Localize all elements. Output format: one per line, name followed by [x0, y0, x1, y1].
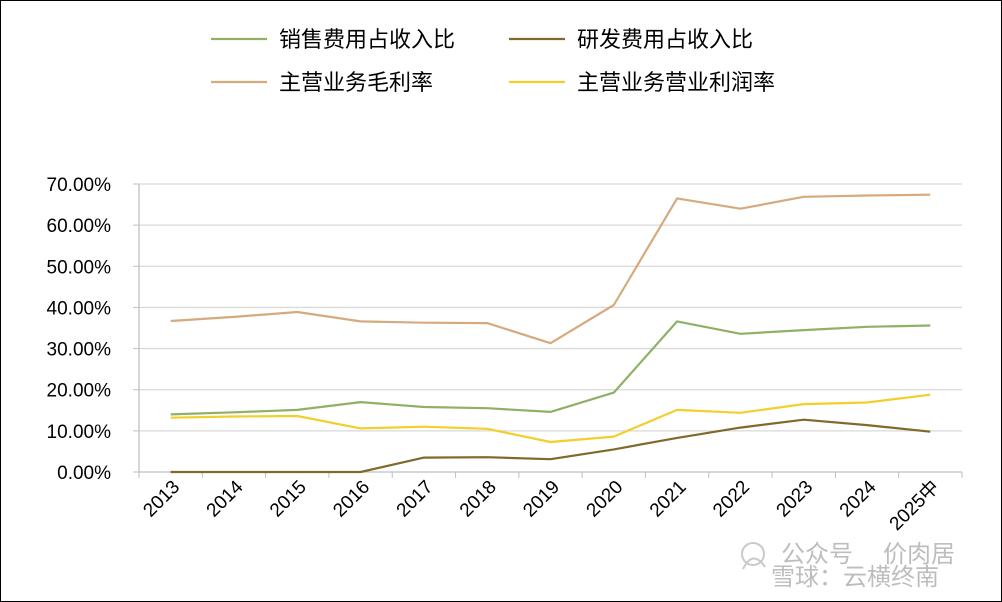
- x-tick-label: 2020: [583, 477, 628, 522]
- y-tick-label: 0.00%: [57, 463, 111, 484]
- y-tick-label: 60.00%: [47, 216, 112, 237]
- y-tick-label: 20.00%: [47, 381, 112, 402]
- series-line-1: [170, 320, 931, 416]
- y-tick-label: 40.00%: [47, 298, 112, 319]
- y-tick-label: 50.00%: [47, 257, 112, 278]
- watermark-prefix: 公众号: [781, 540, 853, 568]
- legend-item: 主营业务营业利润率: [509, 71, 775, 96]
- y-tick-label: 70.00%: [47, 175, 112, 196]
- series-lines: [170, 193, 931, 474]
- series-line-4: [170, 393, 931, 444]
- legend-label: 销售费用占收入比: [279, 28, 455, 53]
- x-tick-label: 2014: [203, 476, 248, 521]
- watermark-brand: 雪球：云横终南: [771, 563, 939, 591]
- xueqiu-logo-icon: [741, 542, 766, 570]
- x-tick-label: 2019: [519, 477, 564, 522]
- legend-label: 主营业务营业利润率: [577, 71, 775, 96]
- x-tick-label: 2022: [709, 477, 754, 522]
- x-tick-label: 2017: [393, 477, 438, 522]
- y-axis-tick-labels: 0.00% 10.00% 20.00% 30.00% 40.00% 50.00% 60.00…: [47, 175, 112, 484]
- x-tick-label: 2021: [646, 477, 691, 522]
- y-tick-label: 30.00%: [47, 340, 112, 361]
- legend-label: 研发费用占收入比: [577, 28, 753, 53]
- watermark-author: 价肉居: [883, 540, 955, 568]
- x-tick-label: 2016: [329, 477, 374, 522]
- axes: [138, 184, 963, 478]
- series-line-3: [170, 193, 931, 345]
- series-line-2: [170, 418, 931, 474]
- x-tick-label: 2015: [266, 477, 311, 522]
- x-tick-label: 2018: [456, 477, 501, 522]
- watermark: 公众号 价肉居 雪球：云横终南: [741, 540, 955, 591]
- x-tick-label: 2013: [139, 477, 184, 522]
- gridlines: [133, 183, 962, 473]
- x-tick-label: 2025中: [885, 476, 944, 535]
- legend-item: 主营业务毛利率: [211, 71, 433, 96]
- legend-item: 研发费用占收入比: [509, 28, 753, 53]
- legend-item: 销售费用占收入比: [211, 28, 455, 53]
- x-tick-label: 2023: [773, 477, 818, 522]
- x-axis-tick-labels: 2013 2014 2015 2016 2017 2018 2019 2020 2021 2022…: [139, 476, 943, 535]
- y-tick-label: 10.00%: [47, 422, 112, 443]
- legend-label: 主营业务毛利率: [279, 71, 433, 96]
- x-tick-label: 2024: [836, 476, 881, 521]
